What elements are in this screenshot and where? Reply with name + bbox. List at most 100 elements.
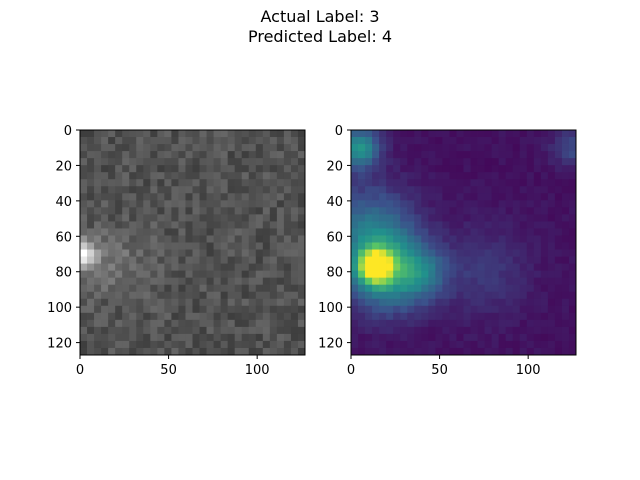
heatmap-cell: [157, 277, 165, 286]
heatmap-cell: [449, 277, 457, 286]
heatmap-cell: [463, 214, 471, 222]
heatmap-cell: [136, 228, 144, 236]
heatmap-cell: [470, 249, 478, 257]
heatmap-cell: [470, 333, 478, 342]
heatmap-cell: [428, 207, 436, 215]
heatmap-cell: [540, 151, 549, 159]
heatmap-cell: [213, 221, 222, 229]
heatmap-cell: [456, 235, 464, 243]
heatmap-cell: [248, 333, 257, 342]
heatmap-cell: [379, 207, 387, 215]
heatmap-cell: [164, 200, 172, 208]
heatmap-cell: [129, 305, 137, 314]
heatmap-cell: [241, 340, 250, 349]
heatmap-cell: [157, 186, 165, 194]
heatmap-cell: [129, 186, 137, 194]
heatmap-cell: [192, 319, 200, 328]
heatmap-cell: [491, 144, 500, 152]
heatmap-cell: [262, 200, 271, 208]
heatmap-cell: [101, 186, 109, 194]
heatmap-cell: [283, 249, 292, 257]
heatmap-cell: [234, 340, 243, 349]
heatmap-cell: [157, 340, 165, 349]
heatmap-cell: [80, 137, 88, 145]
heatmap-cell: [358, 137, 366, 145]
heatmap-cell: [192, 207, 200, 215]
heatmap-cell: [428, 172, 436, 180]
heatmap-cell: [519, 270, 528, 279]
heatmap-cell: [101, 221, 109, 229]
heatmap-cell: [456, 165, 464, 173]
heatmap-cell: [213, 179, 222, 187]
heatmap-cell: [101, 137, 109, 145]
heatmap-cell: [470, 186, 478, 194]
heatmap-cell: [512, 200, 521, 208]
heatmap-cell: [533, 326, 542, 335]
heatmap-cell: [136, 193, 144, 201]
heatmap-cells: [351, 130, 577, 356]
heatmap-cell: [442, 186, 450, 194]
heatmap-cell: [505, 277, 514, 286]
heatmap-cell: [283, 256, 292, 264]
heatmap-cell: [164, 137, 172, 145]
heatmap-cell: [157, 235, 165, 243]
heatmap-cell: [442, 214, 450, 222]
heatmap-cell: [108, 298, 116, 307]
heatmap-cell: [526, 207, 535, 215]
heatmap-cell: [351, 235, 359, 243]
heatmap-cell: [400, 221, 408, 229]
heatmap-cell: [554, 291, 563, 300]
heatmap-cell: [283, 200, 292, 208]
heatmap-cell: [505, 291, 514, 300]
heatmap-cell: [283, 235, 292, 243]
heatmap-cell: [220, 263, 229, 272]
heatmap-cell: [164, 172, 172, 180]
heatmap-cell: [87, 298, 95, 307]
heatmap-cell: [491, 172, 500, 180]
heatmap-cell: [269, 333, 278, 342]
heatmap-cell: [449, 333, 457, 342]
heatmap-cell: [561, 179, 570, 187]
heatmap-cell: [449, 165, 457, 173]
heatmap-cell: [533, 319, 542, 328]
heatmap-cell: [547, 263, 556, 272]
heatmap-cell: [283, 214, 292, 222]
heatmap-cell: [386, 137, 394, 145]
heatmap-cell: [505, 228, 514, 236]
heatmap-cell: [561, 312, 570, 321]
heatmap-cell: [227, 291, 236, 300]
heatmap-cell: [129, 130, 137, 138]
heatmap-cell: [547, 333, 556, 342]
heatmap-cell: [449, 284, 457, 293]
heatmap-cell: [150, 158, 158, 166]
heatmap-cell: [143, 228, 151, 236]
heatmap-cell: [206, 193, 214, 201]
heatmap-cell: [526, 298, 535, 307]
heatmap-cell: [498, 151, 507, 159]
heatmap-cell: [136, 312, 144, 321]
heatmap-cell: [547, 214, 556, 222]
y-tick-label: 60: [55, 230, 72, 245]
heatmap-cell: [400, 207, 408, 215]
heatmap-cell: [262, 263, 271, 272]
heatmap-cell: [540, 207, 549, 215]
heatmap-cell: [400, 151, 408, 159]
heatmap-cell: [414, 347, 422, 356]
heatmap-cell: [449, 207, 457, 215]
heatmap-cell: [379, 179, 387, 187]
heatmap-cell: [400, 144, 408, 152]
heatmap-cell: [248, 242, 257, 250]
heatmap-cell: [115, 333, 123, 342]
heatmap-cell: [435, 242, 443, 250]
heatmap-cell: [220, 347, 229, 356]
heatmap-cell: [248, 277, 257, 286]
heatmap-cell: [456, 242, 464, 250]
heatmap-cell: [512, 158, 521, 166]
heatmap-cell: [372, 319, 380, 328]
heatmap-cell: [178, 319, 186, 328]
heatmap-cell: [297, 200, 306, 208]
heatmap-cell: [94, 130, 102, 138]
heatmap-cell: [94, 312, 102, 321]
heatmap-cell: [101, 291, 109, 300]
heatmap-cell: [136, 249, 144, 257]
